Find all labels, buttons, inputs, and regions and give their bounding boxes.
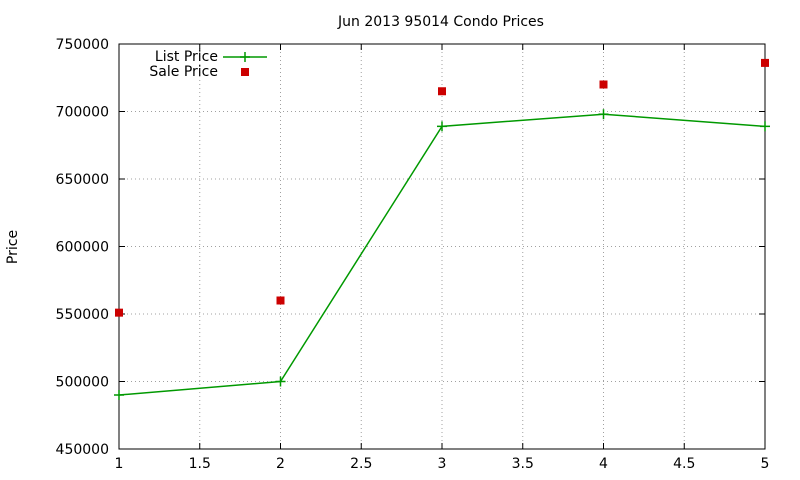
sale-price-point xyxy=(115,308,123,317)
grid xyxy=(119,44,765,449)
sale-price-point xyxy=(599,80,608,89)
list-price-point xyxy=(598,109,609,120)
chart-title: Jun 2013 95014 Condo Prices xyxy=(337,14,544,30)
sale-price-point xyxy=(438,87,446,96)
x-tick-label: 5 xyxy=(761,456,770,472)
x-tick-label: 3 xyxy=(438,456,447,472)
list-price-point xyxy=(114,390,124,400)
series-layer xyxy=(114,58,770,400)
list-price-point xyxy=(760,121,770,132)
x-tick-label: 2.5 xyxy=(350,456,372,472)
x-tick-label: 1 xyxy=(115,456,124,472)
x-tick-label: 4 xyxy=(599,456,608,472)
y-tick-label: 750000 xyxy=(56,37,109,53)
y-axis-label: Price xyxy=(5,230,21,264)
x-tick-label: 4.5 xyxy=(673,456,695,472)
list-price-point xyxy=(275,376,286,387)
legend-label-sale-price: Sale Price xyxy=(149,64,218,80)
y-tick-label: 450000 xyxy=(56,442,109,458)
sale-price-point xyxy=(761,58,769,67)
x-tick-label: 2 xyxy=(276,456,285,472)
axis-ticks: 1 1.5 2 2.5 3 3.5 4 4.5 5 450000 500000 550000 60000… xyxy=(56,37,770,472)
sale-price-point xyxy=(276,296,285,305)
y-tick-label: 550000 xyxy=(56,307,109,323)
y-tick-label: 650000 xyxy=(56,172,109,188)
legend-swatch-sale-price xyxy=(241,68,249,76)
x-tick-label: 1.5 xyxy=(189,456,211,472)
legend-label-list-price: List Price xyxy=(155,49,218,65)
y-tick-label: 700000 xyxy=(56,105,109,121)
y-tick-label: 500000 xyxy=(56,375,109,391)
y-tick-label: 600000 xyxy=(56,240,109,256)
x-tick-label: 3.5 xyxy=(512,456,534,472)
list-price-point xyxy=(437,121,447,132)
